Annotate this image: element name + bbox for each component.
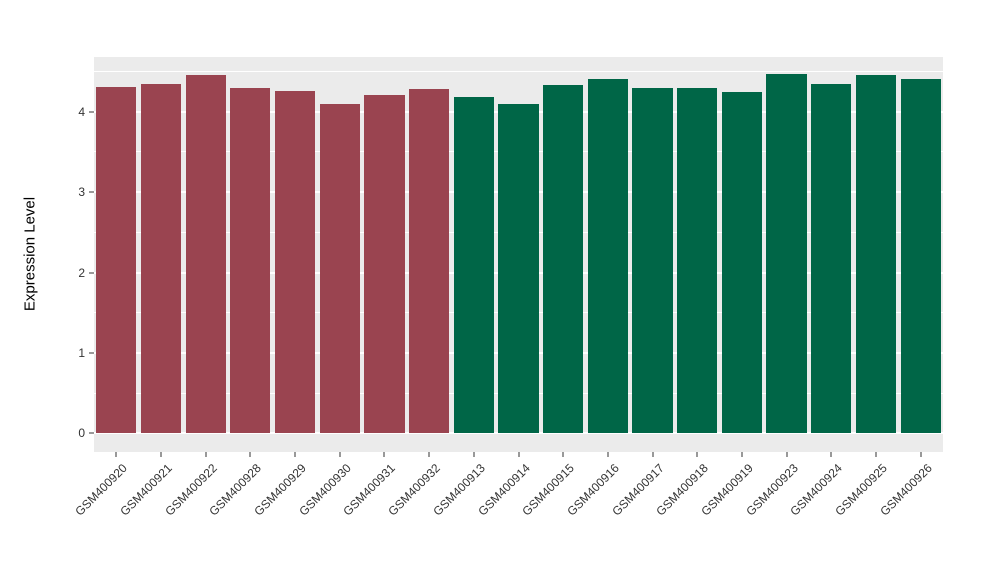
- x-tick: [875, 452, 877, 457]
- bar: [364, 94, 405, 434]
- bar: [721, 91, 763, 434]
- x-tick: [249, 452, 251, 457]
- x-tick: [696, 452, 698, 457]
- bar: [543, 85, 584, 434]
- x-tick: [518, 452, 519, 457]
- x-tick: [160, 452, 162, 457]
- y-tick: [89, 272, 94, 274]
- x-tick: [652, 452, 654, 457]
- bar: [632, 87, 673, 434]
- bar: [587, 78, 628, 434]
- bar: [140, 84, 182, 434]
- y-tick: [89, 191, 94, 193]
- chart-panel: [94, 57, 943, 452]
- x-tick: [473, 452, 475, 457]
- y-tick-label: 1: [78, 346, 85, 361]
- bar: [677, 87, 718, 434]
- bar: [811, 84, 852, 434]
- bar: [900, 78, 941, 434]
- y-axis-title: Expression Level: [21, 196, 39, 312]
- gridline-major: [94, 432, 943, 435]
- y-tick-label: 0: [78, 426, 85, 441]
- x-tick: [741, 452, 743, 457]
- x-tick: [920, 452, 922, 457]
- x-tick: [294, 452, 296, 457]
- bar: [766, 73, 807, 434]
- x-tick: [383, 452, 385, 457]
- x-tick: [115, 452, 117, 457]
- bar: [96, 86, 137, 434]
- x-tick: [786, 452, 788, 457]
- x-tick: [205, 452, 207, 457]
- x-tick: [607, 452, 609, 457]
- x-tick: [830, 452, 832, 457]
- x-tick: [339, 452, 341, 457]
- x-tick: [562, 452, 564, 457]
- y-tick-label: 2: [78, 265, 85, 280]
- bar: [498, 104, 539, 434]
- bar: [855, 74, 897, 434]
- y-tick-label: 4: [78, 104, 85, 119]
- y-tick-label: 3: [78, 185, 85, 200]
- gridline-minor: [94, 70, 943, 72]
- y-tick: [89, 352, 94, 354]
- bar: [409, 89, 450, 434]
- bar: [319, 103, 360, 434]
- bar: [274, 90, 316, 434]
- bar: [185, 74, 226, 434]
- y-tick: [89, 432, 94, 434]
- y-tick: [89, 111, 94, 113]
- x-tick: [428, 452, 430, 457]
- bar: [230, 87, 271, 434]
- bar: [453, 97, 494, 434]
